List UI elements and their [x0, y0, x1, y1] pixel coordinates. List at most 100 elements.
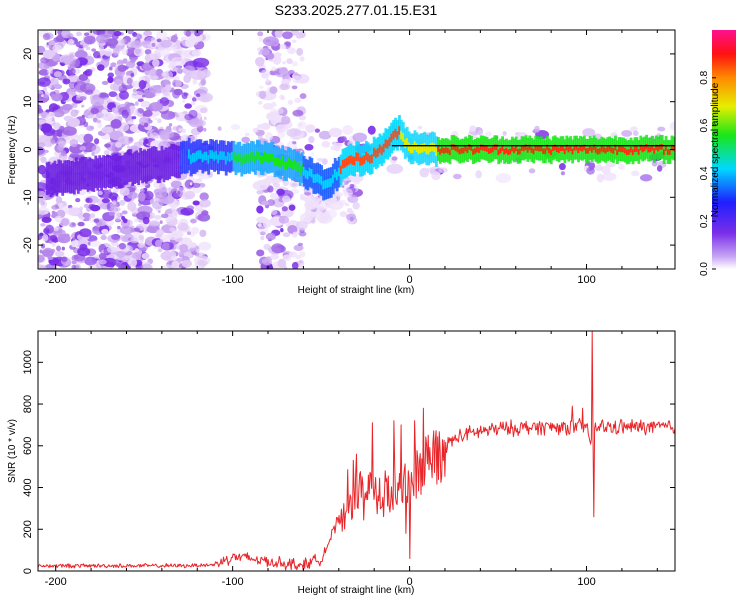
noise-speckle [305, 124, 316, 133]
ridge-core [409, 144, 413, 154]
ridge-core [616, 149, 619, 155]
noise-speckle [132, 88, 138, 93]
ridge-band [90, 158, 94, 192]
noise-speckle [352, 201, 360, 210]
ridge-core [528, 144, 532, 151]
noise-speckle [121, 210, 128, 215]
noise-speckle [143, 30, 152, 36]
noise-speckle [102, 193, 110, 199]
noise-speckle [601, 165, 611, 175]
ridge-core [306, 170, 310, 180]
noise-speckle [181, 259, 193, 268]
ridge-band [51, 162, 55, 196]
noise-speckle [139, 188, 145, 194]
ridge-band [115, 153, 119, 187]
ridge-core [244, 154, 247, 164]
ridge-core [579, 145, 582, 151]
noise-speckle [159, 220, 163, 225]
ridge-core [201, 153, 205, 163]
ridge-band [143, 149, 146, 182]
ridge-band [92, 159, 96, 192]
ridge-band [145, 151, 148, 184]
ridge-core [600, 145, 604, 152]
ridge-band [61, 163, 65, 196]
ridge-core [481, 144, 485, 151]
noise-speckle [85, 197, 93, 204]
ridge-core [470, 145, 473, 151]
noise-speckle [297, 121, 307, 130]
ridge-core [550, 149, 553, 156]
noise-speckle [53, 71, 63, 78]
ridge-core [515, 145, 518, 152]
ridge-core [314, 174, 317, 183]
noise-speckle [112, 47, 120, 56]
noise-speckle [201, 94, 210, 102]
ridge-band [152, 146, 156, 179]
ridge-core [509, 148, 512, 155]
noise-speckle [54, 215, 63, 223]
ridge-core [610, 147, 613, 153]
noise-speckle [40, 243, 46, 249]
noise-speckle [90, 96, 105, 107]
noise-speckle [391, 156, 398, 161]
noise-speckle [112, 200, 117, 205]
ridge-core [400, 130, 403, 140]
ridge-core [302, 166, 306, 176]
ridge-core [472, 149, 475, 155]
ridge-core [382, 143, 386, 153]
spectrogram-xtick-label: -100 [222, 274, 244, 286]
noise-speckle [335, 192, 343, 197]
ridge-band [96, 158, 100, 191]
noise-speckle [159, 97, 170, 107]
noise-speckle [103, 150, 110, 156]
noise-speckle [114, 141, 122, 148]
ridge-core [561, 145, 565, 151]
ridge-core [540, 145, 543, 152]
noise-speckle [104, 51, 112, 57]
ridge-core [446, 147, 450, 154]
noise-speckle [62, 126, 77, 136]
noise-speckle [127, 201, 137, 212]
noise-speckle [277, 258, 287, 269]
noise-speckle [297, 242, 304, 246]
noise-speckle [149, 74, 159, 81]
noise-speckle [67, 33, 74, 40]
noise-speckle [152, 110, 160, 117]
noise-speckle [172, 89, 181, 99]
noise-speckle [116, 196, 121, 201]
noise-speckle [42, 93, 49, 99]
ridge-core [462, 147, 465, 154]
ridge-band [106, 154, 109, 188]
ridge-core [530, 147, 533, 153]
ridge-band [150, 146, 154, 180]
noise-speckle [83, 203, 90, 209]
ridge-core [608, 145, 611, 152]
ridge-core [553, 144, 557, 151]
noise-speckle [168, 123, 173, 127]
noise-speckle [106, 43, 112, 47]
ridge-core [376, 148, 380, 157]
ridge-core [234, 155, 238, 165]
noise-speckle [230, 124, 241, 131]
noise-speckle [343, 188, 353, 198]
noise-speckle [75, 31, 82, 37]
noise-speckle [200, 107, 208, 114]
noise-speckle [95, 119, 102, 124]
snr-ylabel: SNR (10 * v/v) [7, 419, 18, 483]
ridge-core [287, 158, 290, 167]
noise-speckle [192, 78, 198, 85]
noise-speckle [181, 92, 188, 100]
noise-speckle [175, 114, 180, 118]
noise-speckle [159, 188, 168, 198]
noise-speckle [172, 66, 182, 73]
spectrogram-ytick-label: 10 [22, 96, 34, 108]
ridge-core [542, 148, 545, 155]
noise-speckle [352, 132, 368, 143]
noise-speckle [270, 88, 276, 92]
noise-speckle [127, 145, 131, 150]
noise-speckle [101, 228, 109, 235]
noise-speckle [125, 60, 136, 69]
ridge-core [378, 144, 382, 154]
